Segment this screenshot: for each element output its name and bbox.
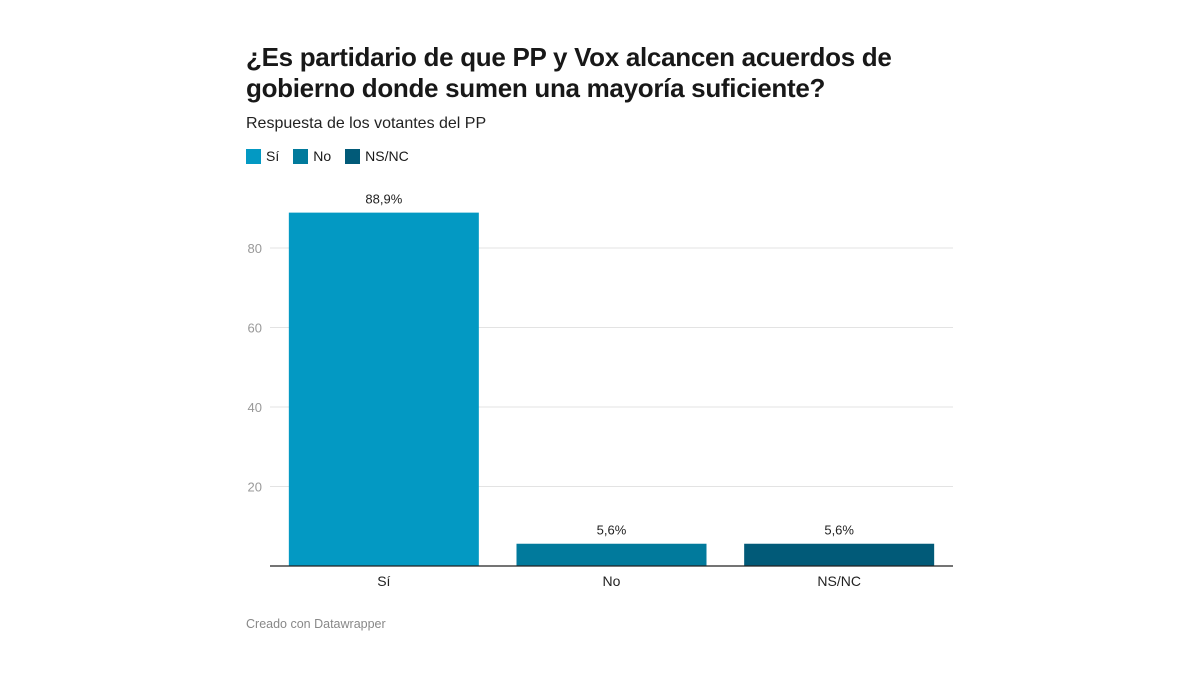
legend-swatch — [246, 148, 261, 164]
data-label: 5,6% — [824, 523, 854, 538]
legend-item: No — [293, 148, 331, 164]
y-tick-label: 80 — [248, 241, 262, 256]
legend-item: NS/NC — [345, 148, 409, 164]
x-tick-label: No — [603, 573, 621, 589]
y-tick-label: 60 — [248, 321, 262, 336]
footer-credit: Creado con Datawrapper — [246, 617, 386, 631]
legend-label: Sí — [266, 148, 280, 164]
data-label: 88,9% — [365, 192, 402, 207]
legend-swatch — [293, 148, 309, 164]
data-label: 5,6% — [597, 523, 627, 538]
legend-swatch — [345, 148, 361, 164]
bar-0 — [288, 212, 479, 566]
y-tick-label: 40 — [248, 400, 262, 415]
chart-subtitle: Respuesta de los votantes del PP — [246, 115, 487, 132]
chart-title: ¿Es partidario de que PP y Vox alcancen … — [246, 42, 892, 103]
legend-item: Sí — [246, 148, 279, 164]
bar-1 — [516, 543, 707, 566]
y-tick-label: 20 — [248, 480, 262, 495]
legend-label: NS/NC — [365, 148, 409, 164]
bar-2 — [744, 543, 935, 566]
x-tick-label: Sí — [377, 573, 390, 589]
legend: Sí No NS/NC — [246, 148, 409, 164]
x-tick-label: NS/NC — [817, 573, 861, 589]
legend-label: No — [313, 148, 332, 164]
